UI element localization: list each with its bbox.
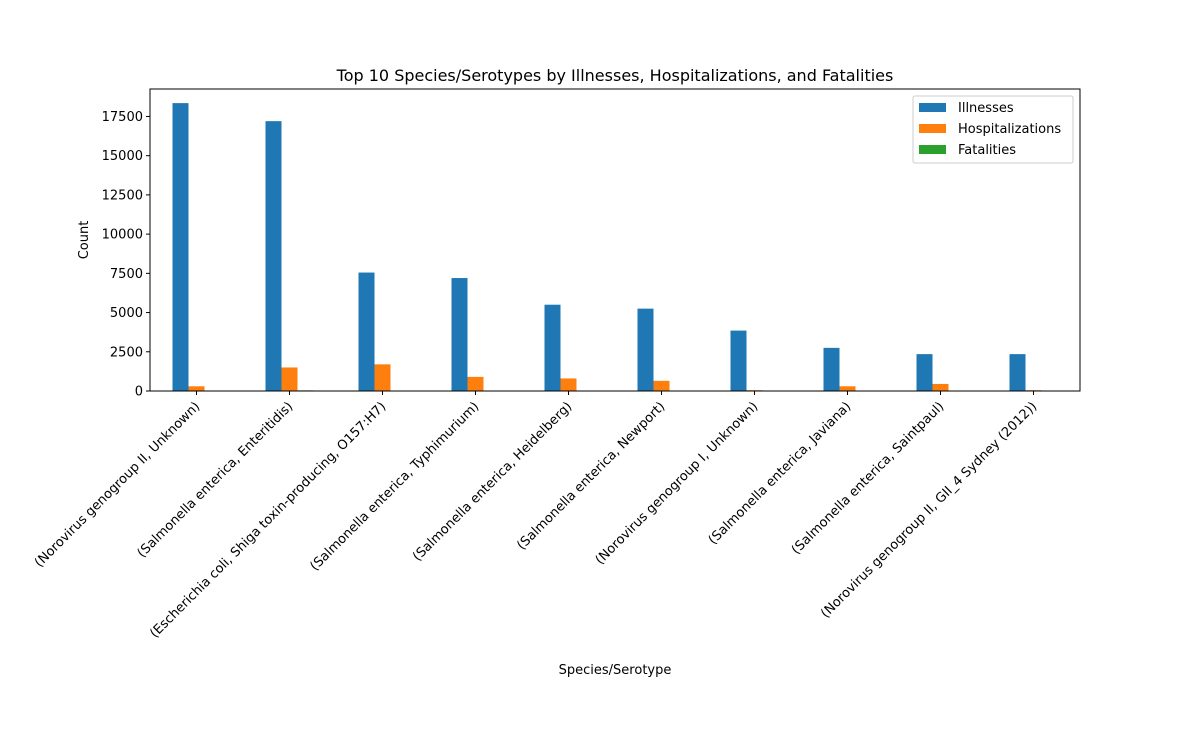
legend-label-hospitalizations: Hospitalizations	[958, 122, 1061, 137]
legend: Illnesses Hospitalizations Fatalities	[912, 95, 1074, 164]
bar-illnesses-4	[544, 304, 561, 391]
legend-label-illnesses: Illnesses	[958, 101, 1014, 116]
x-axis: (Norovirus genogroup II, Unknown)(Salmon…	[32, 391, 1040, 641]
x-tick-label: (Salmonella enterica, Typhimurium)	[307, 399, 482, 574]
y-tick-label: 12500	[102, 188, 143, 203]
y-axis-label: Count	[77, 221, 92, 260]
x-tick-label: (Norovirus genogroup I, Unknown)	[593, 399, 762, 568]
plot-frame	[149, 88, 1081, 392]
bar-illnesses-9	[1009, 354, 1026, 391]
bar-illnesses-6	[730, 330, 747, 391]
x-tick-label: (Salmonella enterica, Saintpaul)	[789, 399, 947, 557]
legend-box	[912, 95, 1074, 164]
y-tick-label: 0	[135, 385, 143, 400]
y-tick-label: 15000	[102, 149, 143, 164]
bar-hospitalizations-3	[467, 376, 484, 391]
bar-hospitalizations-1	[281, 367, 298, 391]
x-tick-label: (Salmonella enterica, Heidelberg)	[410, 399, 575, 564]
bar-illnesses-1	[265, 121, 282, 391]
bar-illnesses-8	[916, 354, 933, 391]
legend-swatch-illnesses	[919, 103, 946, 112]
x-tick-label: (Salmonella enterica, Newport)	[514, 399, 668, 553]
bar-hospitalizations-7	[839, 386, 856, 391]
y-axis: 0 2500 5000 7500 10000 12500 15000 17500	[102, 110, 150, 400]
bar-illnesses-5	[637, 308, 654, 391]
legend-swatch-hospitalizations	[919, 124, 946, 133]
x-tick-label: (Norovirus genogroup II, GII_4 Sydney (2…	[818, 399, 1040, 621]
x-tick-label: (Norovirus genogroup II, Unknown)	[32, 399, 203, 570]
bar-hospitalizations-2	[374, 364, 391, 391]
bar-hospitalizations-4	[560, 378, 577, 391]
y-tick-label: 2500	[110, 345, 143, 360]
y-tick-label: 17500	[102, 110, 143, 125]
legend-label-fatalities: Fatalities	[958, 143, 1016, 158]
y-tick-label: 10000	[102, 228, 143, 243]
bar-illnesses-7	[823, 347, 840, 391]
bar-hospitalizations-0	[188, 386, 205, 391]
x-tick-label: (Salmonella enterica, Enteritidis)	[135, 399, 297, 561]
y-tick-label: 5000	[110, 306, 143, 321]
x-axis-label: Species/Serotype	[559, 663, 672, 678]
bar-illnesses-0	[172, 103, 189, 392]
legend-swatch-fatalities	[919, 145, 946, 154]
chart-title: Top 10 Species/Serotypes by Illnesses, H…	[336, 66, 894, 85]
bar-hospitalizations-5	[653, 380, 670, 391]
bar-illnesses-3	[451, 278, 468, 391]
plot-marks	[172, 103, 1058, 392]
bar-hospitalizations-8	[932, 383, 949, 391]
y-tick-label: 7500	[110, 267, 143, 282]
bar-illnesses-2	[358, 272, 375, 391]
